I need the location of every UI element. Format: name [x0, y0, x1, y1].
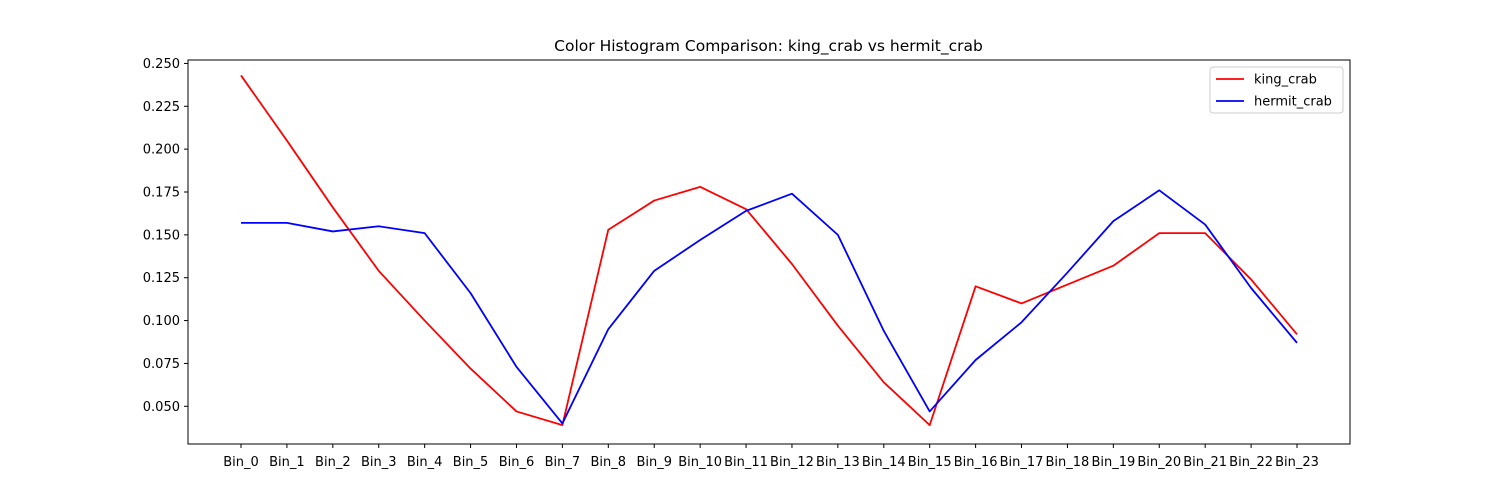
x-tick-label: Bin_6 — [499, 455, 535, 470]
x-tick-label: Bin_8 — [591, 455, 627, 470]
legend-label-hermit_crab: hermit_crab — [1254, 95, 1332, 110]
y-tick-label: 0.050 — [143, 400, 180, 415]
x-tick-label: Bin_17 — [1000, 455, 1044, 470]
y-tick-label: 0.100 — [143, 314, 180, 329]
x-tick-label: Bin_3 — [361, 455, 397, 470]
x-tick-label: Bin_5 — [453, 455, 489, 470]
y-tick-label: 0.175 — [143, 186, 180, 201]
x-tick-label: Bin_0 — [223, 455, 259, 470]
x-tick-label: Bin_14 — [862, 455, 906, 470]
x-tick-label: Bin_2 — [315, 455, 351, 470]
y-tick-label: 0.075 — [143, 357, 180, 372]
x-tick-label: Bin_22 — [1229, 455, 1273, 470]
x-tick-label: Bin_10 — [678, 455, 722, 470]
series-line-king_crab — [240, 74, 1298, 427]
y-tick-label: 0.250 — [143, 57, 180, 72]
legend-label-king_crab: king_crab — [1254, 73, 1317, 88]
chart-title: Color Histogram Comparison: king_crab vs… — [554, 37, 983, 56]
legend: king_crab hermit_crab — [1209, 66, 1344, 114]
y-tick-label: 0.125 — [143, 271, 180, 286]
x-tick-label: Bin_4 — [407, 455, 443, 470]
x-tick-label: Bin_16 — [954, 455, 998, 470]
x-tick-label: Bin_13 — [816, 455, 860, 470]
x-tick-label: Bin_9 — [636, 455, 672, 470]
x-tick-label: Bin_21 — [1183, 455, 1227, 470]
x-tick-label: Bin_1 — [269, 455, 305, 470]
series-line-hermit_crab — [241, 189, 1298, 425]
plot-frame — [187, 59, 1351, 445]
x-tick-label: Bin_19 — [1091, 455, 1135, 470]
x-tick-label: Bin_12 — [770, 455, 814, 470]
x-tick-label: Bin_11 — [724, 455, 768, 470]
y-tick-label: 0.150 — [143, 228, 180, 243]
y-tick-label: 0.225 — [143, 100, 180, 115]
x-tick-label: Bin_23 — [1275, 455, 1319, 470]
x-tick-label: Bin_15 — [908, 455, 952, 470]
y-tick-label: 0.200 — [143, 143, 180, 158]
x-tick-label: Bin_7 — [545, 455, 581, 470]
x-tick-label: Bin_20 — [1137, 455, 1181, 470]
x-tick-label: Bin_18 — [1046, 455, 1090, 470]
